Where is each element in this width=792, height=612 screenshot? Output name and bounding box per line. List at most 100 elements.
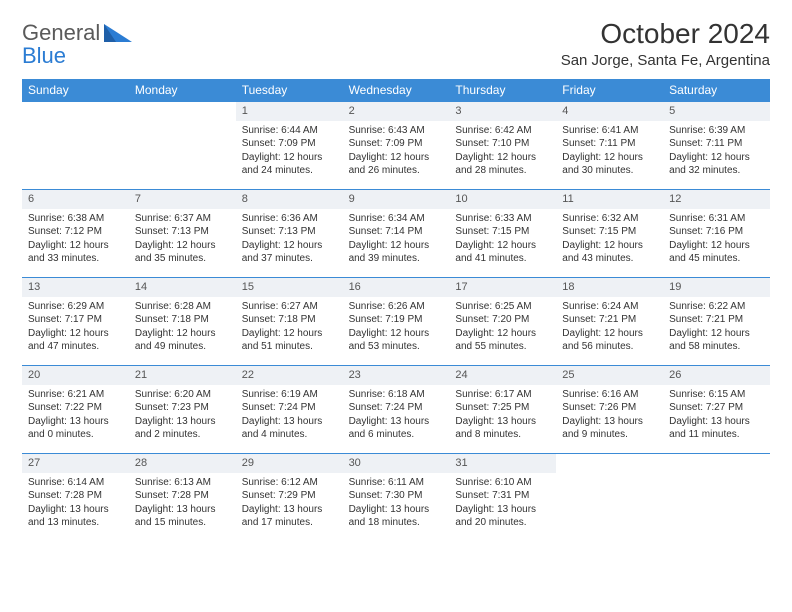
daylight-line-2: and 18 minutes.: [349, 516, 444, 530]
sunset-line: Sunset: 7:18 PM: [135, 313, 230, 327]
daylight-line-2: and 51 minutes.: [242, 340, 337, 354]
daylight-line-1: Daylight: 12 hours: [455, 327, 550, 341]
daylight-line-1: Daylight: 13 hours: [562, 415, 657, 429]
calendar-cell: 15Sunrise: 6:27 AMSunset: 7:18 PMDayligh…: [236, 277, 343, 365]
sunrise-line: Sunrise: 6:28 AM: [135, 300, 230, 314]
week-row: 6Sunrise: 6:38 AMSunset: 7:12 PMDaylight…: [22, 189, 770, 277]
cell-body: Sunrise: 6:43 AMSunset: 7:09 PMDaylight:…: [343, 121, 450, 182]
daylight-line-2: and 17 minutes.: [242, 516, 337, 530]
cell-body: Sunrise: 6:22 AMSunset: 7:21 PMDaylight:…: [663, 297, 770, 358]
sunset-line: Sunset: 7:21 PM: [669, 313, 764, 327]
sunrise-line: Sunrise: 6:36 AM: [242, 212, 337, 226]
cell-body: Sunrise: 6:15 AMSunset: 7:27 PMDaylight:…: [663, 385, 770, 446]
sunrise-line: Sunrise: 6:22 AM: [669, 300, 764, 314]
logo-word-2: Blue: [22, 43, 66, 68]
sunset-line: Sunset: 7:09 PM: [242, 137, 337, 151]
daylight-line-1: Daylight: 13 hours: [28, 503, 123, 517]
sunset-line: Sunset: 7:28 PM: [28, 489, 123, 503]
day-number: 27: [22, 454, 129, 473]
day-number: 4: [556, 102, 663, 121]
daylight-line-2: and 30 minutes.: [562, 164, 657, 178]
day-number: 18: [556, 278, 663, 297]
cell-body: Sunrise: 6:26 AMSunset: 7:19 PMDaylight:…: [343, 297, 450, 358]
sunset-line: Sunset: 7:15 PM: [562, 225, 657, 239]
cell-body: Sunrise: 6:36 AMSunset: 7:13 PMDaylight:…: [236, 209, 343, 270]
sunset-line: Sunset: 7:11 PM: [669, 137, 764, 151]
sunset-line: Sunset: 7:22 PM: [28, 401, 123, 415]
day-number: 28: [129, 454, 236, 473]
daylight-line-1: Daylight: 12 hours: [242, 327, 337, 341]
sunrise-line: Sunrise: 6:19 AM: [242, 388, 337, 402]
calendar-cell-empty: [663, 453, 770, 541]
day-number: 29: [236, 454, 343, 473]
calendar-grid: SundayMondayTuesdayWednesdayThursdayFrid…: [22, 79, 770, 541]
sunrise-line: Sunrise: 6:33 AM: [455, 212, 550, 226]
cell-body: Sunrise: 6:18 AMSunset: 7:24 PMDaylight:…: [343, 385, 450, 446]
cell-body: Sunrise: 6:33 AMSunset: 7:15 PMDaylight:…: [449, 209, 556, 270]
calendar-cell: 21Sunrise: 6:20 AMSunset: 7:23 PMDayligh…: [129, 365, 236, 453]
daylight-line-1: Daylight: 12 hours: [349, 239, 444, 253]
sunrise-line: Sunrise: 6:20 AM: [135, 388, 230, 402]
cell-body: Sunrise: 6:19 AMSunset: 7:24 PMDaylight:…: [236, 385, 343, 446]
daylight-line-2: and 39 minutes.: [349, 252, 444, 266]
day-number: 30: [343, 454, 450, 473]
sunrise-line: Sunrise: 6:39 AM: [669, 124, 764, 138]
cell-body: Sunrise: 6:34 AMSunset: 7:14 PMDaylight:…: [343, 209, 450, 270]
calendar-cell: 31Sunrise: 6:10 AMSunset: 7:31 PMDayligh…: [449, 453, 556, 541]
sunset-line: Sunset: 7:24 PM: [349, 401, 444, 415]
daylight-line-1: Daylight: 12 hours: [455, 239, 550, 253]
calendar-cell: 14Sunrise: 6:28 AMSunset: 7:18 PMDayligh…: [129, 277, 236, 365]
day-number: 17: [449, 278, 556, 297]
cell-body: Sunrise: 6:32 AMSunset: 7:15 PMDaylight:…: [556, 209, 663, 270]
cell-body: Sunrise: 6:14 AMSunset: 7:28 PMDaylight:…: [22, 473, 129, 534]
calendar-cell: 13Sunrise: 6:29 AMSunset: 7:17 PMDayligh…: [22, 277, 129, 365]
sunset-line: Sunset: 7:21 PM: [562, 313, 657, 327]
day-number: 14: [129, 278, 236, 297]
daylight-line-2: and 4 minutes.: [242, 428, 337, 442]
daylight-line-2: and 9 minutes.: [562, 428, 657, 442]
daylight-line-2: and 13 minutes.: [28, 516, 123, 530]
calendar-cell: 6Sunrise: 6:38 AMSunset: 7:12 PMDaylight…: [22, 189, 129, 277]
cell-body: Sunrise: 6:27 AMSunset: 7:18 PMDaylight:…: [236, 297, 343, 358]
cell-body: Sunrise: 6:39 AMSunset: 7:11 PMDaylight:…: [663, 121, 770, 182]
sunset-line: Sunset: 7:27 PM: [669, 401, 764, 415]
calendar-cell: 16Sunrise: 6:26 AMSunset: 7:19 PMDayligh…: [343, 277, 450, 365]
daylight-line-1: Daylight: 13 hours: [455, 503, 550, 517]
daylight-line-2: and 0 minutes.: [28, 428, 123, 442]
sunrise-line: Sunrise: 6:13 AM: [135, 476, 230, 490]
calendar-cell: 4Sunrise: 6:41 AMSunset: 7:11 PMDaylight…: [556, 101, 663, 189]
sunrise-line: Sunrise: 6:16 AM: [562, 388, 657, 402]
day-number: 22: [236, 366, 343, 385]
day-number: 31: [449, 454, 556, 473]
sunset-line: Sunset: 7:31 PM: [455, 489, 550, 503]
sunset-line: Sunset: 7:30 PM: [349, 489, 444, 503]
calendar-cell-empty: [22, 101, 129, 189]
day-number: 23: [343, 366, 450, 385]
weekday-header-cell: Monday: [129, 79, 236, 101]
daylight-line-1: Daylight: 12 hours: [349, 151, 444, 165]
daylight-line-1: Daylight: 13 hours: [242, 415, 337, 429]
week-row: 13Sunrise: 6:29 AMSunset: 7:17 PMDayligh…: [22, 277, 770, 365]
sunrise-line: Sunrise: 6:26 AM: [349, 300, 444, 314]
sunset-line: Sunset: 7:18 PM: [242, 313, 337, 327]
day-number: 26: [663, 366, 770, 385]
weekday-header-cell: Friday: [556, 79, 663, 101]
calendar-cell-empty: [556, 453, 663, 541]
daylight-line-1: Daylight: 13 hours: [242, 503, 337, 517]
sunset-line: Sunset: 7:24 PM: [242, 401, 337, 415]
daylight-line-2: and 56 minutes.: [562, 340, 657, 354]
day-number: 12: [663, 190, 770, 209]
daylight-line-2: and 11 minutes.: [669, 428, 764, 442]
calendar-cell: 3Sunrise: 6:42 AMSunset: 7:10 PMDaylight…: [449, 101, 556, 189]
daylight-line-2: and 8 minutes.: [455, 428, 550, 442]
sunset-line: Sunset: 7:19 PM: [349, 313, 444, 327]
cell-body: Sunrise: 6:31 AMSunset: 7:16 PMDaylight:…: [663, 209, 770, 270]
logo-word-1: General: [22, 20, 100, 45]
daylight-line-2: and 6 minutes.: [349, 428, 444, 442]
weekday-header-cell: Wednesday: [343, 79, 450, 101]
sunrise-line: Sunrise: 6:21 AM: [28, 388, 123, 402]
calendar-cell: 11Sunrise: 6:32 AMSunset: 7:15 PMDayligh…: [556, 189, 663, 277]
daylight-line-1: Daylight: 13 hours: [349, 415, 444, 429]
daylight-line-1: Daylight: 12 hours: [28, 239, 123, 253]
daylight-line-1: Daylight: 13 hours: [349, 503, 444, 517]
